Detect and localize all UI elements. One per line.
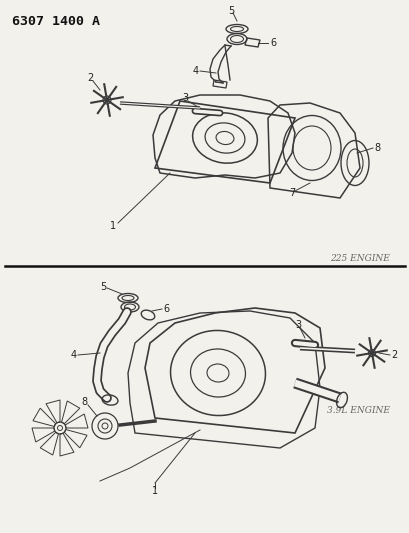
Text: 6: 6 [269,38,275,48]
Text: 2: 2 [390,350,396,360]
Text: 6307 1400 A: 6307 1400 A [12,15,100,28]
Text: 2: 2 [87,73,93,83]
Text: 5: 5 [227,6,234,16]
Text: 3: 3 [182,93,188,103]
Text: 6: 6 [162,304,169,314]
Text: 4: 4 [71,350,77,360]
Text: 3.9L ENGINE: 3.9L ENGINE [326,406,389,415]
Text: 3: 3 [294,320,300,330]
Text: 8: 8 [81,397,87,407]
Text: 4: 4 [193,66,199,76]
Text: 5: 5 [100,282,106,292]
Text: 225 ENGINE: 225 ENGINE [329,254,389,263]
Text: 1: 1 [110,221,116,231]
Text: 8: 8 [373,143,379,153]
Text: 7: 7 [288,188,294,198]
Text: 1: 1 [152,486,158,496]
